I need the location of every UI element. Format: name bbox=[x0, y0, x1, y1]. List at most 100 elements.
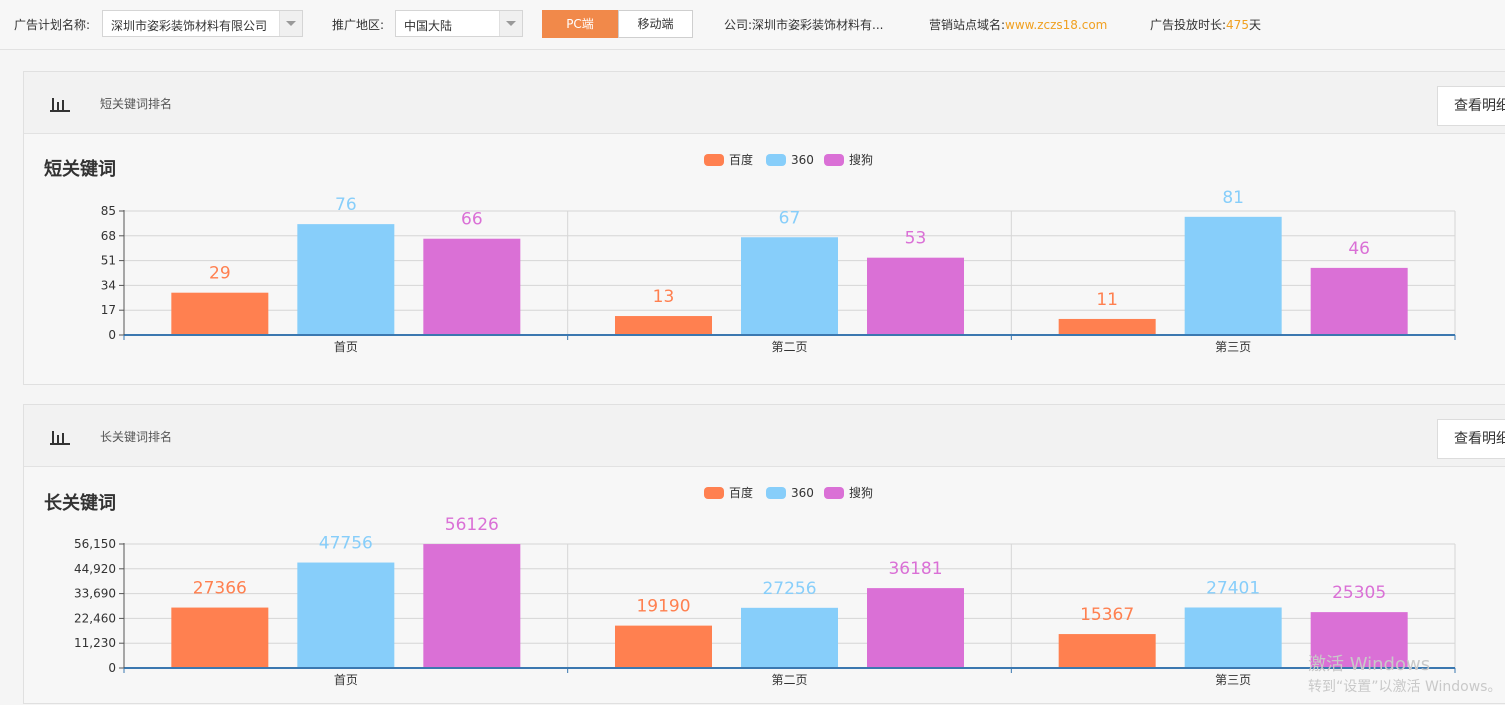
long-keyword-chart: 百度 360 搜狗 0 11,230 22,460 33,690 44,920 56,150 27… bbox=[74, 485, 1456, 687]
region-select[interactable]: 中国大陆 bbox=[395, 10, 523, 37]
bar bbox=[171, 607, 269, 668]
bar-chart-icon bbox=[50, 431, 70, 445]
bar bbox=[1310, 267, 1408, 335]
x-tick-label: 第三页 bbox=[1215, 340, 1251, 354]
y-tick-label: 85 bbox=[101, 204, 116, 218]
legend-swatch bbox=[824, 154, 844, 166]
x-tick-label: 首页 bbox=[334, 673, 358, 687]
duration-info: 广告投放时长:475天 bbox=[1150, 16, 1261, 33]
short-keyword-panel: 短关键词排名 查看明细 短关键词 百度 360 搜狗 0 17 34 51 68 85 29 76 6… bbox=[23, 71, 1505, 385]
y-tick-label: 34 bbox=[101, 278, 116, 292]
y-tick-label: 0 bbox=[108, 328, 116, 342]
panel-header: 短关键词排名 查看明细 bbox=[24, 72, 1505, 134]
bar bbox=[1058, 634, 1156, 668]
bar bbox=[423, 544, 521, 668]
domain-info: 营销站点域名:www.zczs18.com bbox=[929, 16, 1107, 33]
chevron-down-icon[interactable] bbox=[279, 11, 302, 36]
x-tick-label: 第三页 bbox=[1215, 673, 1251, 687]
company-label: 公司: bbox=[724, 18, 753, 32]
y-tick-label: 68 bbox=[101, 229, 116, 243]
legend-label: 360 bbox=[791, 153, 814, 167]
legend-label: 百度 bbox=[729, 152, 753, 167]
duration-label: 广告投放时长: bbox=[1150, 18, 1227, 32]
plan-label: 广告计划名称: bbox=[14, 18, 91, 32]
legend-label: 搜狗 bbox=[849, 485, 873, 500]
panel-header-title: 短关键词排名 bbox=[100, 97, 173, 111]
bar-chart-icon bbox=[50, 98, 70, 112]
y-tick-label: 33,690 bbox=[74, 587, 116, 601]
bar bbox=[867, 257, 964, 335]
legend-label: 搜狗 bbox=[849, 152, 873, 167]
data-label: 15367 bbox=[1080, 605, 1134, 625]
windows-watermark: 激活 Windows bbox=[1308, 654, 1431, 675]
y-tick-label: 44,920 bbox=[74, 562, 116, 576]
filter-bar: 广告计划名称: 深圳市姿彩装饰材料有限公司 推广地区: 中国大陆 PC端 移动端… bbox=[0, 0, 1505, 50]
legend-swatch bbox=[824, 487, 844, 499]
bar bbox=[1184, 607, 1282, 668]
data-label: 36181 bbox=[888, 559, 942, 579]
data-label: 47756 bbox=[319, 534, 373, 554]
y-tick-label: 11,230 bbox=[74, 636, 116, 650]
chart-title: 短关键词 bbox=[44, 159, 116, 180]
windows-watermark-sub: 转到“设置”以激活 Windows。 bbox=[1308, 679, 1502, 695]
bar bbox=[1058, 318, 1156, 335]
bar bbox=[741, 237, 838, 335]
duration-unit: 天 bbox=[1248, 18, 1261, 32]
duration-value: 475 bbox=[1226, 18, 1249, 32]
chart-title: 长关键词 bbox=[44, 493, 116, 514]
data-label: 29 bbox=[209, 264, 231, 284]
legend-swatch bbox=[704, 154, 724, 166]
y-tick-label: 22,460 bbox=[74, 611, 116, 625]
panel-header-title: 长关键词排名 bbox=[100, 430, 173, 444]
data-label: 53 bbox=[905, 229, 927, 249]
pc-tab[interactable]: PC端 bbox=[542, 10, 618, 38]
bar bbox=[615, 316, 712, 335]
y-tick-label: 0 bbox=[108, 661, 116, 675]
data-label: 27401 bbox=[1206, 578, 1260, 598]
plan-select[interactable]: 深圳市姿彩装饰材料有限公司 bbox=[102, 10, 303, 37]
bar bbox=[297, 224, 395, 335]
data-label: 66 bbox=[461, 210, 483, 230]
region-label: 推广地区: bbox=[332, 18, 385, 32]
view-detail-button[interactable]: 查看明细 bbox=[1437, 86, 1505, 126]
y-tick-label: 17 bbox=[101, 303, 116, 317]
data-label: 13 bbox=[653, 287, 675, 307]
data-label: 25305 bbox=[1332, 583, 1386, 603]
data-label: 19190 bbox=[636, 597, 690, 617]
data-label: 76 bbox=[335, 195, 357, 215]
legend-swatch bbox=[766, 487, 786, 499]
bar bbox=[423, 238, 521, 335]
y-tick-label: 51 bbox=[101, 254, 116, 268]
view-detail-button[interactable]: 查看明细 bbox=[1437, 419, 1505, 459]
long-keyword-panel: 长关键词排名 查看明细 长关键词 百度 360 搜狗 0 11,230 22,460 33,… bbox=[23, 404, 1505, 704]
x-tick-label: 第二页 bbox=[771, 340, 807, 354]
data-label: 81 bbox=[1222, 188, 1244, 208]
x-tick-label: 第二页 bbox=[771, 673, 807, 687]
data-label: 11 bbox=[1096, 290, 1118, 310]
domain-link[interactable]: www.zczs18.com bbox=[1005, 18, 1108, 32]
bar bbox=[171, 292, 269, 335]
bar bbox=[867, 588, 964, 668]
legend-swatch bbox=[766, 154, 786, 166]
company-value: 深圳市姿彩装饰材料有... bbox=[752, 18, 884, 32]
data-label: 27366 bbox=[193, 579, 247, 599]
bar bbox=[297, 562, 395, 668]
data-label: 56126 bbox=[445, 515, 499, 535]
data-label: 46 bbox=[1348, 239, 1370, 259]
data-label: 67 bbox=[779, 208, 801, 228]
data-label: 27256 bbox=[762, 579, 816, 599]
legend-swatch bbox=[704, 487, 724, 499]
y-tick-label: 56,150 bbox=[74, 537, 116, 551]
company-info: 公司:深圳市姿彩装饰材料有... bbox=[724, 16, 884, 33]
domain-label: 营销站点域名: bbox=[929, 18, 1006, 32]
panel-header: 长关键词排名 查看明细 bbox=[24, 405, 1505, 467]
mobile-tab[interactable]: 移动端 bbox=[618, 10, 693, 38]
bar bbox=[1184, 216, 1282, 335]
plan-select-value: 深圳市姿彩装饰材料有限公司 bbox=[111, 19, 268, 33]
bar bbox=[741, 607, 838, 668]
legend-label: 360 bbox=[791, 486, 814, 500]
chevron-down-icon[interactable] bbox=[499, 11, 522, 36]
bar bbox=[1310, 612, 1408, 668]
legend-label: 百度 bbox=[729, 485, 753, 500]
bar bbox=[615, 625, 712, 668]
